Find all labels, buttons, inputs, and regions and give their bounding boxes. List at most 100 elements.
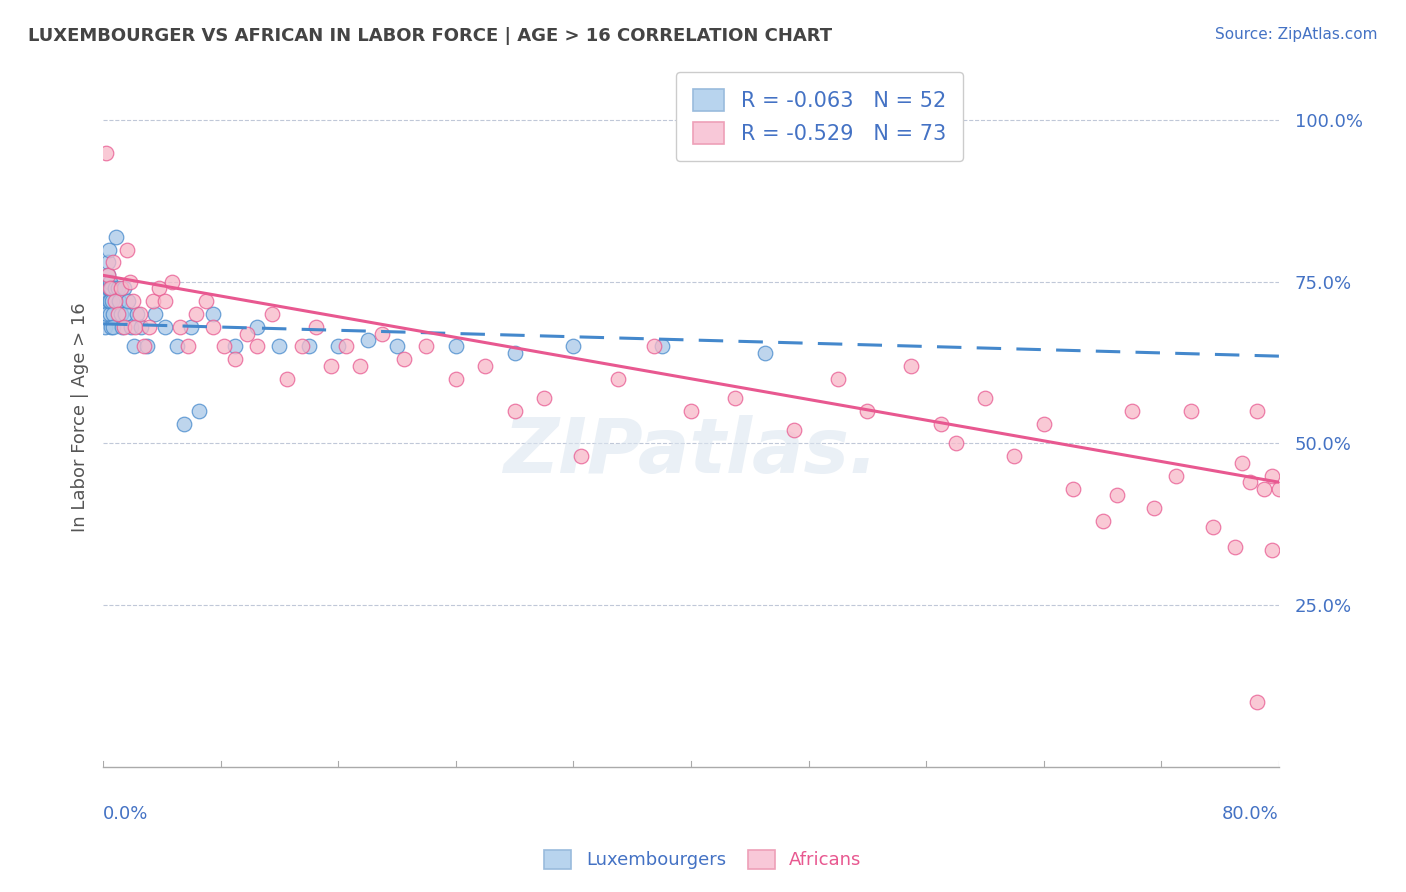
- Point: [134, 339, 156, 353]
- Point: [328, 339, 350, 353]
- Point: [503, 404, 526, 418]
- Point: [212, 339, 235, 353]
- Point: [148, 281, 170, 295]
- Point: [371, 326, 394, 341]
- Point: [474, 359, 496, 373]
- Point: [900, 359, 922, 373]
- Point: [1062, 482, 1084, 496]
- Point: [224, 339, 246, 353]
- Y-axis label: In Labor Force | Age > 16: In Labor Force | Age > 16: [72, 302, 89, 533]
- Point: [1260, 468, 1282, 483]
- Point: [357, 333, 380, 347]
- Point: [1260, 543, 1282, 558]
- Point: [121, 294, 143, 309]
- Legend: Luxembourgers, Africans: Luxembourgers, Africans: [536, 841, 870, 879]
- Point: [96, 287, 118, 301]
- Point: [1268, 482, 1291, 496]
- Point: [1107, 488, 1129, 502]
- Text: Source: ZipAtlas.com: Source: ZipAtlas.com: [1215, 27, 1378, 42]
- Point: [224, 352, 246, 367]
- Point: [394, 352, 416, 367]
- Point: [143, 307, 166, 321]
- Point: [335, 339, 357, 353]
- Point: [96, 307, 118, 321]
- Point: [202, 320, 225, 334]
- Point: [503, 346, 526, 360]
- Point: [110, 281, 132, 295]
- Point: [202, 307, 225, 321]
- Point: [98, 294, 121, 309]
- Point: [1143, 501, 1166, 516]
- Point: [173, 417, 195, 431]
- Point: [115, 243, 138, 257]
- Point: [94, 320, 117, 334]
- Point: [349, 359, 371, 373]
- Point: [1246, 695, 1268, 709]
- Point: [101, 307, 124, 321]
- Point: [246, 320, 269, 334]
- Point: [101, 255, 124, 269]
- Point: [651, 339, 673, 353]
- Point: [97, 268, 120, 283]
- Point: [105, 229, 128, 244]
- Point: [153, 294, 176, 309]
- Point: [94, 294, 117, 309]
- Point: [131, 320, 153, 334]
- Point: [120, 320, 142, 334]
- Point: [114, 307, 136, 321]
- Point: [138, 320, 160, 334]
- Point: [1230, 456, 1253, 470]
- Point: [754, 346, 776, 360]
- Point: [100, 275, 122, 289]
- Point: [945, 436, 967, 450]
- Legend: R = -0.063   N = 52, R = -0.529   N = 73: R = -0.063 N = 52, R = -0.529 N = 73: [676, 72, 963, 161]
- Point: [1121, 404, 1143, 418]
- Point: [117, 294, 139, 309]
- Point: [142, 294, 165, 309]
- Point: [184, 307, 207, 321]
- Point: [104, 294, 127, 309]
- Point: [97, 294, 120, 309]
- Text: 80.0%: 80.0%: [1222, 805, 1279, 823]
- Point: [97, 281, 120, 295]
- Point: [166, 339, 188, 353]
- Point: [107, 307, 129, 321]
- Point: [1246, 404, 1268, 418]
- Point: [100, 281, 122, 295]
- Point: [104, 281, 127, 295]
- Point: [533, 391, 555, 405]
- Point: [236, 326, 259, 341]
- Text: LUXEMBOURGER VS AFRICAN IN LABOR FORCE | AGE > 16 CORRELATION CHART: LUXEMBOURGER VS AFRICAN IN LABOR FORCE |…: [28, 27, 832, 45]
- Point: [415, 339, 437, 353]
- Text: ZIPatlas.: ZIPatlas.: [503, 416, 879, 490]
- Point: [305, 320, 328, 334]
- Point: [1223, 540, 1246, 554]
- Point: [246, 339, 269, 353]
- Point: [100, 320, 122, 334]
- Point: [124, 320, 146, 334]
- Point: [94, 145, 117, 160]
- Text: 0.0%: 0.0%: [103, 805, 149, 823]
- Point: [160, 275, 183, 289]
- Point: [128, 307, 150, 321]
- Point: [1253, 482, 1275, 496]
- Point: [856, 404, 879, 418]
- Point: [1180, 404, 1202, 418]
- Point: [385, 339, 408, 353]
- Point: [100, 281, 122, 295]
- Point: [1202, 520, 1225, 534]
- Point: [169, 320, 191, 334]
- Point: [1002, 450, 1025, 464]
- Point: [195, 294, 218, 309]
- Point: [724, 391, 747, 405]
- Point: [444, 339, 467, 353]
- Point: [276, 372, 298, 386]
- Point: [122, 339, 145, 353]
- Point: [98, 281, 121, 295]
- Point: [153, 320, 176, 334]
- Point: [108, 294, 131, 309]
- Point: [136, 339, 159, 353]
- Point: [96, 255, 118, 269]
- Point: [783, 424, 806, 438]
- Point: [298, 339, 321, 353]
